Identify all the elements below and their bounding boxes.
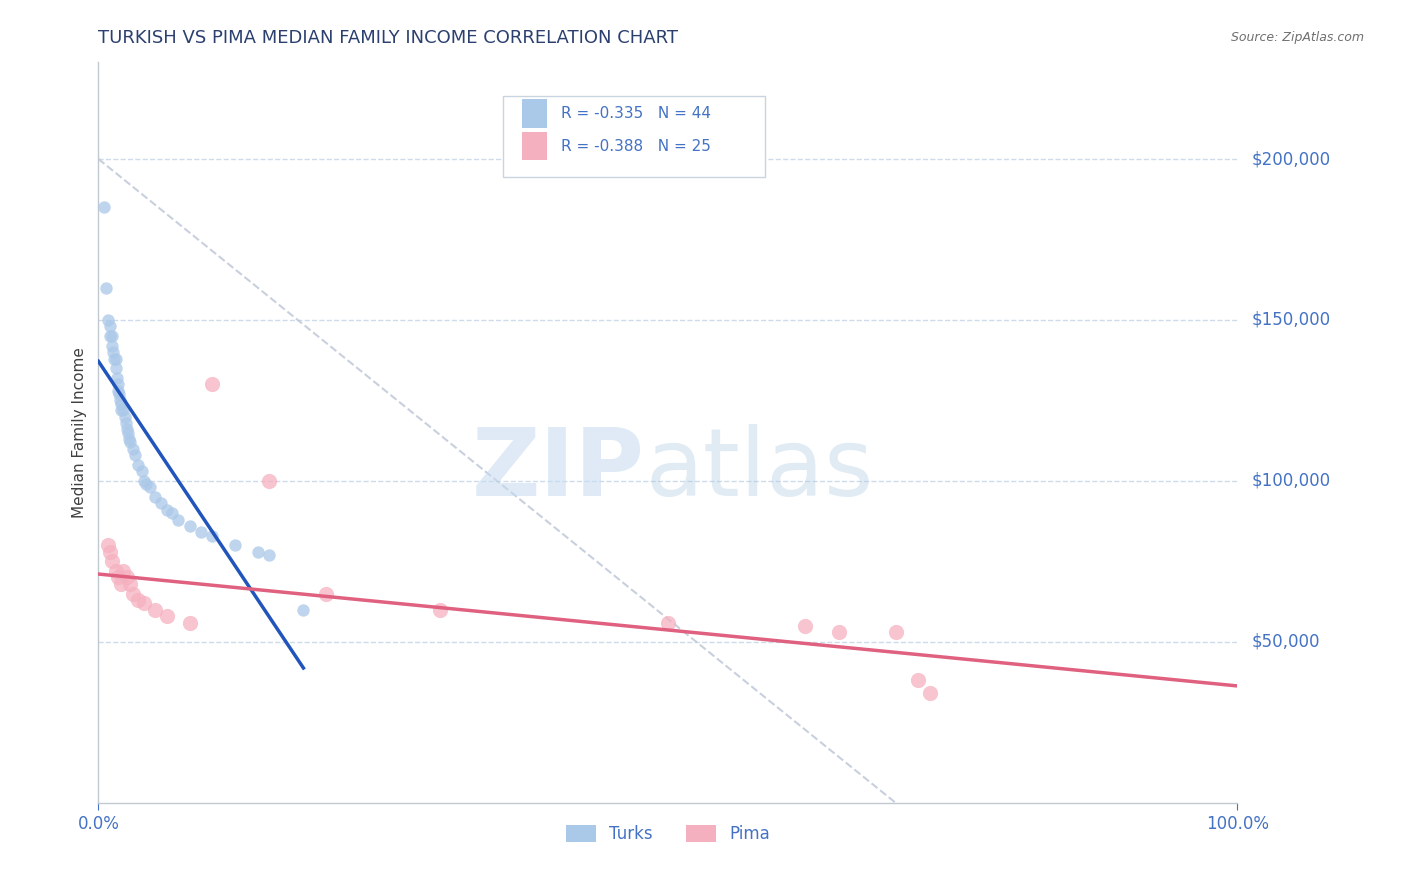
Point xyxy=(118,432,141,446)
Point xyxy=(96,281,118,295)
Point xyxy=(793,619,815,633)
Point xyxy=(120,577,142,591)
Point xyxy=(107,377,129,392)
Point xyxy=(115,422,138,436)
Point xyxy=(104,564,127,578)
Legend: Turks, Pima: Turks, Pima xyxy=(560,819,776,850)
Point xyxy=(201,377,224,392)
Point xyxy=(115,570,138,584)
Text: $50,000: $50,000 xyxy=(1251,632,1320,651)
Point xyxy=(105,371,128,385)
Text: R = -0.335   N = 44: R = -0.335 N = 44 xyxy=(561,106,711,121)
Point xyxy=(108,393,131,408)
Point xyxy=(108,387,131,401)
Point xyxy=(145,602,167,616)
Point xyxy=(103,351,125,366)
Point xyxy=(828,625,851,640)
Point xyxy=(120,435,142,450)
Point xyxy=(121,442,143,456)
Point xyxy=(132,474,155,488)
Point xyxy=(96,538,118,552)
Point xyxy=(104,361,127,376)
Point xyxy=(104,351,127,366)
Point xyxy=(127,458,149,472)
Point xyxy=(107,384,129,398)
Point xyxy=(110,577,132,591)
Point xyxy=(131,464,153,478)
Point xyxy=(98,329,121,343)
Point xyxy=(190,525,212,540)
Y-axis label: Median Family Income: Median Family Income xyxy=(72,347,87,518)
Text: TURKISH VS PIMA MEDIAN FAMILY INCOME CORRELATION CHART: TURKISH VS PIMA MEDIAN FAMILY INCOME COR… xyxy=(98,29,679,47)
Point xyxy=(101,329,124,343)
Text: atlas: atlas xyxy=(645,424,873,516)
Point xyxy=(884,625,907,640)
Point xyxy=(98,319,121,334)
FancyBboxPatch shape xyxy=(503,95,765,178)
Point xyxy=(259,474,281,488)
Point xyxy=(429,602,451,616)
Point xyxy=(112,403,135,417)
Text: $200,000: $200,000 xyxy=(1251,150,1330,168)
Point xyxy=(138,480,160,494)
Point xyxy=(657,615,679,630)
Point xyxy=(167,512,190,526)
Text: R = -0.388   N = 25: R = -0.388 N = 25 xyxy=(561,138,710,153)
Bar xyxy=(522,132,547,161)
Point xyxy=(259,548,281,562)
Point xyxy=(162,506,184,520)
Point xyxy=(117,425,139,440)
Point xyxy=(224,538,246,552)
Point xyxy=(246,545,269,559)
Point xyxy=(121,586,143,600)
Point xyxy=(127,593,149,607)
Point xyxy=(907,673,929,688)
Point xyxy=(96,313,118,327)
Point xyxy=(150,496,173,510)
Point xyxy=(156,609,179,624)
Point xyxy=(112,564,135,578)
Bar xyxy=(522,99,547,128)
Point xyxy=(98,545,121,559)
Text: $100,000: $100,000 xyxy=(1251,472,1330,490)
Point xyxy=(179,615,201,630)
Point xyxy=(101,339,124,353)
Point xyxy=(145,490,167,504)
Point xyxy=(918,686,941,700)
Point xyxy=(101,554,124,568)
Point xyxy=(292,602,315,616)
Point xyxy=(114,416,136,430)
Text: $150,000: $150,000 xyxy=(1251,311,1330,329)
Point xyxy=(156,503,179,517)
Point xyxy=(107,570,129,584)
Point xyxy=(124,448,146,462)
Text: ZIP: ZIP xyxy=(472,424,645,516)
Point xyxy=(93,200,115,214)
Point xyxy=(179,519,201,533)
Point xyxy=(132,596,155,610)
Point xyxy=(315,586,337,600)
Point xyxy=(103,345,125,359)
Point xyxy=(110,397,132,411)
Point xyxy=(135,477,157,491)
Point xyxy=(114,409,136,424)
Point xyxy=(110,403,132,417)
Point xyxy=(201,528,224,542)
Text: Source: ZipAtlas.com: Source: ZipAtlas.com xyxy=(1230,31,1364,45)
